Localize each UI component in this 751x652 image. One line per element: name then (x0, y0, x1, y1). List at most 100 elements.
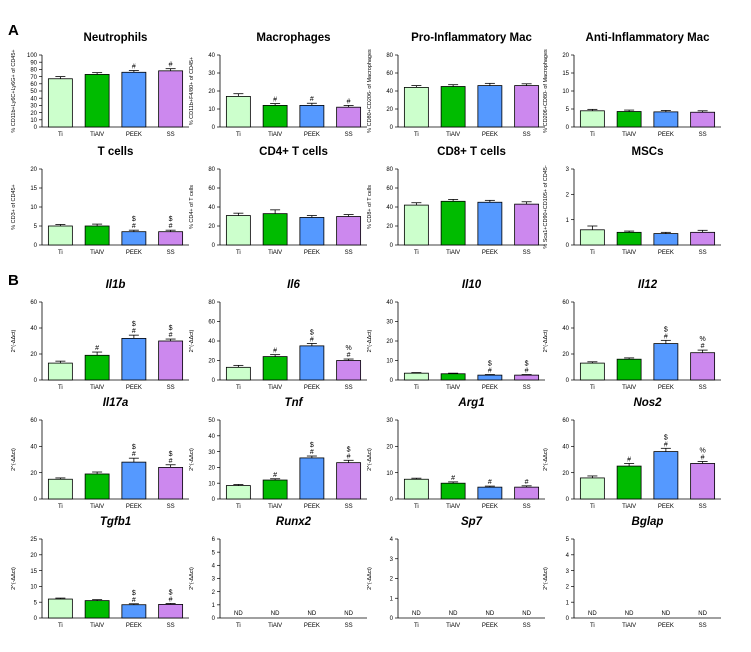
bar-ss (158, 604, 184, 619)
y-tick-label: 50 (30, 89, 37, 95)
chart-neutrophils: Neutrophils% CD11b+Ly6C+Ly6G+ of CD45+ 01… (11, 32, 189, 138)
bar-ti (47, 478, 73, 500)
y-axis-label: % CD8+ of T cells (367, 185, 373, 229)
significance-mark: $ (132, 444, 136, 451)
bar-peek (121, 461, 147, 500)
significance-mark: # (310, 449, 314, 456)
chart-tnf: Tnf2^(-ΔΔct)01020304050Ti#TiAlV#$PEEK#$S… (189, 397, 367, 510)
nd-label: ND (625, 611, 634, 617)
significance-mark: # (451, 475, 455, 482)
x-tick-label: SS (699, 385, 707, 391)
x-tick-label: SS (167, 132, 175, 138)
significance-mark: $ (169, 325, 173, 332)
x-tick-label: SS (345, 250, 353, 256)
y-tick-label: 2 (566, 193, 570, 199)
bar-tialv (84, 354, 110, 381)
chart-title: CD8+ T cells (437, 146, 506, 158)
significance-mark: # (273, 97, 277, 104)
x-tick-label: SS (167, 504, 175, 510)
significance-mark: # (273, 472, 277, 479)
y-tick-label: 30 (30, 104, 37, 110)
x-tick-label: PEEK (658, 385, 674, 391)
bar-ti (225, 96, 251, 128)
y-axis-label: 2^(-ΔΔct) (543, 329, 549, 352)
y-tick-label: 0 (34, 378, 38, 384)
bar-peek (653, 451, 679, 500)
bar-ss (158, 231, 184, 246)
y-tick-label: 5 (566, 537, 570, 543)
y-tick-label: 20 (386, 224, 393, 230)
bar-ti (579, 477, 605, 500)
y-axis-label: % CD3+ of CD45+ (11, 184, 17, 230)
x-tick-label: PEEK (126, 132, 142, 138)
x-tick-label: PEEK (658, 504, 674, 510)
x-tick-label: SS (699, 132, 707, 138)
nd-label: ND (308, 611, 317, 617)
y-tick-label: 5 (34, 600, 38, 606)
x-tick-label: TiAlV (268, 132, 282, 138)
x-tick-label: SS (167, 385, 175, 391)
y-tick-label: 60 (386, 71, 393, 77)
x-tick-label: Ti (590, 623, 595, 629)
y-tick-label: 0 (390, 497, 394, 503)
y-tick-label: 80 (30, 68, 37, 74)
y-tick-label: 2 (566, 585, 570, 591)
y-axis-label: % Sca1+CD90+CD105+ of CD45- (543, 165, 549, 248)
y-tick-label: 0 (212, 378, 216, 384)
x-tick-label: Ti (414, 250, 419, 256)
y-tick-label: 5 (212, 550, 216, 556)
bar-peek (121, 337, 147, 381)
x-tick-label: PEEK (482, 385, 498, 391)
bar-tialv (616, 465, 642, 500)
y-tick-label: 50 (208, 418, 215, 424)
y-tick-label: 10 (562, 89, 569, 95)
chart-cd4-t-cells: CD4+ T cells % CD4+ of T cells 0 20 40 60 80 Ti… (189, 146, 367, 256)
nd-label: ND (588, 611, 597, 617)
y-tick-label: 20 (208, 224, 215, 230)
y-tick-label: 40 (386, 205, 393, 211)
bar-tialv (616, 358, 642, 381)
x-tick-label: TiAlV (268, 504, 282, 510)
y-tick-label: 10 (208, 481, 215, 487)
chart-title: Neutrophils (84, 32, 148, 44)
y-tick-label: 10 (30, 118, 37, 124)
y-tick-label: 90 (30, 60, 37, 66)
significance-mark: $ (664, 326, 668, 333)
y-tick-label: 40 (30, 96, 37, 102)
y-tick-label: 1 (390, 596, 394, 602)
y-tick-label: 1 (566, 218, 570, 224)
chart-title: Nos2 (633, 397, 662, 409)
bar-ti (403, 87, 429, 128)
significance-mark: # (347, 352, 351, 359)
x-tick-label: PEEK (304, 385, 320, 391)
y-tick-label: 25 (30, 537, 37, 543)
bar-tialv (84, 225, 110, 246)
chart-title: Il6 (287, 279, 300, 291)
significance-mark: # (169, 332, 173, 339)
y-axis-label: 2^(-ΔΔct) (543, 567, 549, 590)
y-tick-label: 0 (566, 497, 570, 503)
y-axis-label: % CD11b+Ly6C+Ly6G+ of CD45+ (11, 49, 17, 132)
bar-ss (690, 352, 716, 381)
bar-peek (477, 374, 503, 381)
x-tick-label: Ti (58, 250, 63, 256)
y-tick-label: 40 (386, 89, 393, 95)
y-tick-label: 40 (208, 339, 215, 345)
bar-peek (299, 217, 325, 246)
y-axis-label: % CD11b+F4/80+ of CD45+ (189, 57, 195, 126)
y-tick-label: 40 (208, 434, 215, 440)
y-axis-label: 2^(-ΔΔct) (11, 448, 17, 471)
bar-ss (158, 70, 184, 128)
nd-label: ND (486, 611, 495, 617)
y-tick-label: 1 (212, 603, 216, 609)
significance-mark: # (310, 96, 314, 103)
significance-mark: $ (132, 590, 136, 597)
y-tick-label: 60 (386, 186, 393, 192)
x-tick-label: TiAlV (446, 385, 460, 391)
panel-label-b: B (8, 272, 19, 289)
y-tick-label: 60 (30, 300, 37, 306)
x-tick-label: Ti (414, 132, 419, 138)
